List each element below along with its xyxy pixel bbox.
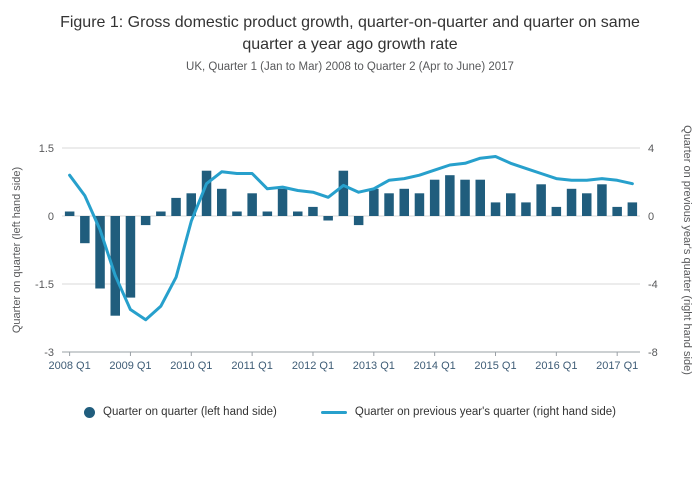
x-axis-tick-label: 2015 Q1 (474, 360, 516, 372)
bar-2013-Q3[interactable] (399, 188, 410, 216)
bar-2012-Q2[interactable] (323, 216, 333, 221)
right-axis-tick-label: 0 (648, 211, 654, 223)
bar-2008-Q4[interactable] (110, 216, 121, 316)
right-axis-tick-label: -4 (648, 279, 658, 291)
chart-subtitle: UK, Quarter 1 (Jan to Mar) 2008 to Quart… (186, 61, 514, 73)
right-axis-tick-label: 4 (648, 143, 654, 155)
bar-2008-Q1[interactable] (64, 211, 75, 217)
bar-2012-Q1[interactable] (308, 206, 318, 216)
chart-legend: Quarter on quarter (left hand side) Quar… (0, 406, 700, 418)
bar-2012-Q4[interactable] (353, 216, 364, 226)
bar-2013-Q1[interactable] (369, 188, 379, 216)
bar-2017-Q1[interactable] (612, 206, 622, 216)
left-axis-tick-label: 1.5 (39, 143, 54, 155)
bar-2014-Q4[interactable] (475, 179, 486, 216)
bar-2015-Q4[interactable] (536, 184, 546, 216)
x-axis-tick-label: 2008 Q1 (49, 360, 91, 372)
bar-2015-Q3[interactable] (521, 202, 531, 216)
bar-2016-Q3[interactable] (582, 193, 592, 216)
bar-2017-Q2[interactable] (627, 202, 638, 216)
bar-2010-Q3[interactable] (217, 188, 227, 216)
bar-2013-Q2[interactable] (384, 193, 394, 216)
bar-2014-Q2[interactable] (445, 175, 455, 216)
left-axis-tick-label: -3 (44, 347, 54, 359)
bar-2009-Q1[interactable] (125, 216, 136, 298)
bar-2011-Q3[interactable] (277, 188, 288, 216)
chart-title: Figure 1: Gross domestic product growth,… (60, 14, 640, 54)
bar-2015-Q2[interactable] (506, 193, 516, 216)
bar-2010-Q1[interactable] (186, 193, 197, 216)
bar-2011-Q1[interactable] (247, 193, 257, 216)
x-axis-tick-label: 2009 Q1 (109, 360, 151, 372)
bar-2011-Q2[interactable] (262, 211, 273, 217)
left-axis-tick-label: -1.5 (35, 279, 54, 291)
bar-2012-Q3[interactable] (338, 170, 349, 216)
left-axis-title: Quarter on quarter (left hand side) (11, 167, 23, 333)
bar-2016-Q4[interactable] (597, 184, 607, 216)
legend-label-bar: Quarter on quarter (left hand side) (103, 406, 277, 418)
bar-2008-Q2[interactable] (80, 216, 90, 244)
line-series-marker-icon (320, 410, 347, 414)
bar-2008-Q3[interactable] (95, 216, 105, 289)
bar-2016-Q2[interactable] (566, 188, 577, 216)
bar-2009-Q4[interactable] (171, 197, 181, 216)
bar-2011-Q4[interactable] (293, 211, 303, 217)
x-axis-tick-label: 2011 Q1 (231, 360, 272, 372)
gdp-growth-chart: 1.5 4 0 0 -1.5 -4 -3 -8 2008 Q1 2009 Q1 2010 Q1 201… (11, 125, 693, 375)
legend-label-line: Quarter on previous year's quarter (righ… (354, 406, 616, 418)
legend-item-quarter-on-previous-year[interactable]: Quarter on previous year's quarter (righ… (320, 406, 616, 418)
bar-2010-Q4[interactable] (232, 211, 242, 217)
left-axis-tick-label: 0 (48, 211, 54, 223)
bar-2014-Q1[interactable] (429, 179, 440, 216)
bar-2014-Q3[interactable] (460, 179, 470, 216)
x-axis-tick-label: 2012 Q1 (292, 360, 334, 372)
bar-2016-Q1[interactable] (551, 206, 562, 216)
bar-2009-Q3[interactable] (156, 211, 166, 217)
line-series-path[interactable] (68, 155, 634, 322)
bar-2013-Q4[interactable] (414, 193, 425, 216)
right-axis-title: Quarter on previous year's quarter (righ… (681, 125, 693, 375)
x-axis-tick-label: 2017 Q1 (596, 360, 638, 372)
x-axis-tick-label: 2016 Q1 (535, 360, 577, 372)
x-axis-tick-label: 2010 Q1 (170, 360, 212, 372)
bar-2009-Q2[interactable] (140, 216, 151, 226)
bar-2010-Q2[interactable] (201, 170, 212, 216)
x-axis-tick-label: 2013 Q1 (353, 360, 395, 372)
bar-2015-Q1[interactable] (490, 202, 501, 216)
legend-item-quarter-on-quarter[interactable]: Quarter on quarter (left hand side) (84, 406, 277, 418)
right-axis-tick-label: -8 (648, 347, 658, 359)
bar-series-marker-icon (84, 406, 96, 418)
x-axis-tick-label: 2014 Q1 (414, 360, 456, 372)
